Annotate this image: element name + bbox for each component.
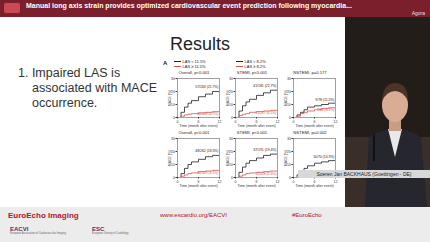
html-text:Results: Results <box>170 34 230 54</box>
html-text:Soeren Jan BACKHAUS (Goettinge: Soeren Jan BACKHAUS (Goettingen - DE) <box>316 171 412 177</box>
svg-text:20: 20 <box>287 149 291 154</box>
svg-text:6: 6 <box>313 179 316 184</box>
svg-text:20: 20 <box>171 89 175 94</box>
svg-text:20: 20 <box>229 149 233 154</box>
html-text:ESC: ESC <box>92 226 105 232</box>
svg-text:30: 30 <box>229 77 233 81</box>
html-text:STEMI, p<0.001: STEMI, p<0.001 <box>236 70 268 75</box>
svg-text:0: 0 <box>235 119 237 123</box>
svg-text:MACE (%): MACE (%) <box>226 90 230 107</box>
svg-text:0: 0 <box>231 116 233 120</box>
html-text:www.escardio.org/EACVI: www.escardio.org/EACVI <box>160 212 227 218</box>
svg-text:30: 30 <box>287 77 291 81</box>
svg-text:6: 6 <box>255 119 258 124</box>
html-text:NSTEMI, p=0.002: NSTEMI, p=0.002 <box>293 130 327 135</box>
svg-text:MACE (%): MACE (%) <box>284 150 288 167</box>
svg-text:MACE (%): MACE (%) <box>168 150 172 167</box>
svg-text:12: 12 <box>276 119 280 123</box>
svg-text:20: 20 <box>287 89 291 94</box>
html-text:LAS ≥ 8.2%: LAS ≥ 8.2% <box>244 63 266 69</box>
svg-text:12: 12 <box>334 179 338 183</box>
svg-text:6: 6 <box>197 179 200 184</box>
svg-text:6: 6 <box>197 119 200 124</box>
svg-text:0: 0 <box>173 116 175 120</box>
svg-text:37/191 (19.4%): 37/191 (19.4%) <box>253 148 276 152</box>
svg-text:30: 30 <box>171 77 175 81</box>
svg-text:6: 6 <box>255 179 258 184</box>
svg-text:12: 12 <box>218 119 222 123</box>
svg-text:12/228 (5.3%): 12/228 (5.3%) <box>255 172 276 176</box>
html-text:European Society of Cardiology: European Society of Cardiology <box>92 232 129 235</box>
html-text:#EuroEcho: #EuroEcho <box>292 212 322 218</box>
svg-text:7/86 (8.1%): 7/86 (8.1%) <box>317 108 335 112</box>
svg-text:48/262 (18.3%): 48/262 (18.3%) <box>195 149 218 153</box>
svg-text:30: 30 <box>229 137 233 141</box>
svg-text:0: 0 <box>177 179 179 183</box>
html-text:LAS < 8.2%: LAS < 8.2% <box>244 59 266 64</box>
svg-text:0: 0 <box>293 179 295 183</box>
html-text:Overall, p<0.001: Overall, p<0.001 <box>178 70 210 75</box>
svg-text:10/70 (14.3%): 10/70 (14.3%) <box>313 154 334 158</box>
svg-text:0: 0 <box>173 176 175 180</box>
svg-text:10: 10 <box>229 102 233 107</box>
html-text:Agora: Agora <box>411 10 425 16</box>
svg-text:0: 0 <box>235 179 237 183</box>
svg-text:10: 10 <box>229 162 233 167</box>
svg-text:0: 0 <box>177 119 179 123</box>
svg-text:MACE (%): MACE (%) <box>284 90 288 107</box>
svg-text:MACE (%): MACE (%) <box>226 150 230 167</box>
svg-text:Time (month after event): Time (month after event) <box>237 124 275 128</box>
html-text:A: A <box>163 60 168 66</box>
svg-text:12: 12 <box>276 179 280 183</box>
svg-text:0: 0 <box>289 176 291 180</box>
svg-text:Time (month after event): Time (month after event) <box>295 124 333 128</box>
svg-text:10: 10 <box>287 162 291 167</box>
html-text:European Association of Cardio: European Association of Cardiovascular I… <box>10 232 66 235</box>
html-text:1. Impaired LAS is associated: 1. Impaired LAS is associated with MACE … <box>18 66 158 110</box>
svg-text:0: 0 <box>231 176 233 180</box>
svg-text:Time (month after event): Time (month after event) <box>295 184 333 188</box>
svg-text:57/263 (21.7%): 57/263 (21.7%) <box>195 85 218 89</box>
svg-text:20: 20 <box>171 149 175 154</box>
svg-text:10: 10 <box>287 102 291 107</box>
svg-text:20/329 (6.1%): 20/329 (6.1%) <box>197 171 218 175</box>
svg-text:Time (month after event): Time (month after event) <box>179 124 217 128</box>
svg-text:20: 20 <box>229 89 233 94</box>
html-text:LAS ≥ 11.5%: LAS ≥ 11.5% <box>182 63 206 69</box>
svg-text:MACE (%): MACE (%) <box>168 90 172 107</box>
svg-text:Time (month after event): Time (month after event) <box>237 184 275 188</box>
svg-text:9/78 (11.5%): 9/78 (11.5%) <box>315 98 334 102</box>
svg-text:Time (month after event): Time (month after event) <box>179 184 217 188</box>
html-text:EACVI: EACVI <box>10 226 29 232</box>
html-text:LAS < 11.5%: LAS < 11.5% <box>182 59 206 64</box>
html-text:NSTEMI, p=0.177: NSTEMI, p=0.177 <box>293 70 327 75</box>
svg-text:41/181 (22.7%): 41/181 (22.7%) <box>253 84 276 88</box>
html-text:Overall, p<0.001: Overall, p<0.001 <box>178 130 210 135</box>
svg-text:30: 30 <box>287 137 291 141</box>
svg-text:0: 0 <box>293 119 295 123</box>
svg-text:12: 12 <box>334 119 338 123</box>
svg-text:6: 6 <box>313 119 316 124</box>
svg-text:16/338 (4.7%): 16/338 (4.7%) <box>197 112 218 116</box>
svg-text:0: 0 <box>289 116 291 120</box>
svg-text:10: 10 <box>171 162 175 167</box>
svg-text:10: 10 <box>171 102 175 107</box>
svg-text:12: 12 <box>218 179 222 183</box>
svg-text:15/247 (6.1%): 15/247 (6.1%) <box>255 111 276 115</box>
html-text:Manual long axis strain provid: Manual long axis strain provides optimiz… <box>26 2 352 9</box>
svg-text:30: 30 <box>171 137 175 141</box>
html-text:EuroEcho Imaging: EuroEcho Imaging <box>8 211 79 220</box>
html-text:STEMI, p<0.001: STEMI, p<0.001 <box>236 130 268 135</box>
